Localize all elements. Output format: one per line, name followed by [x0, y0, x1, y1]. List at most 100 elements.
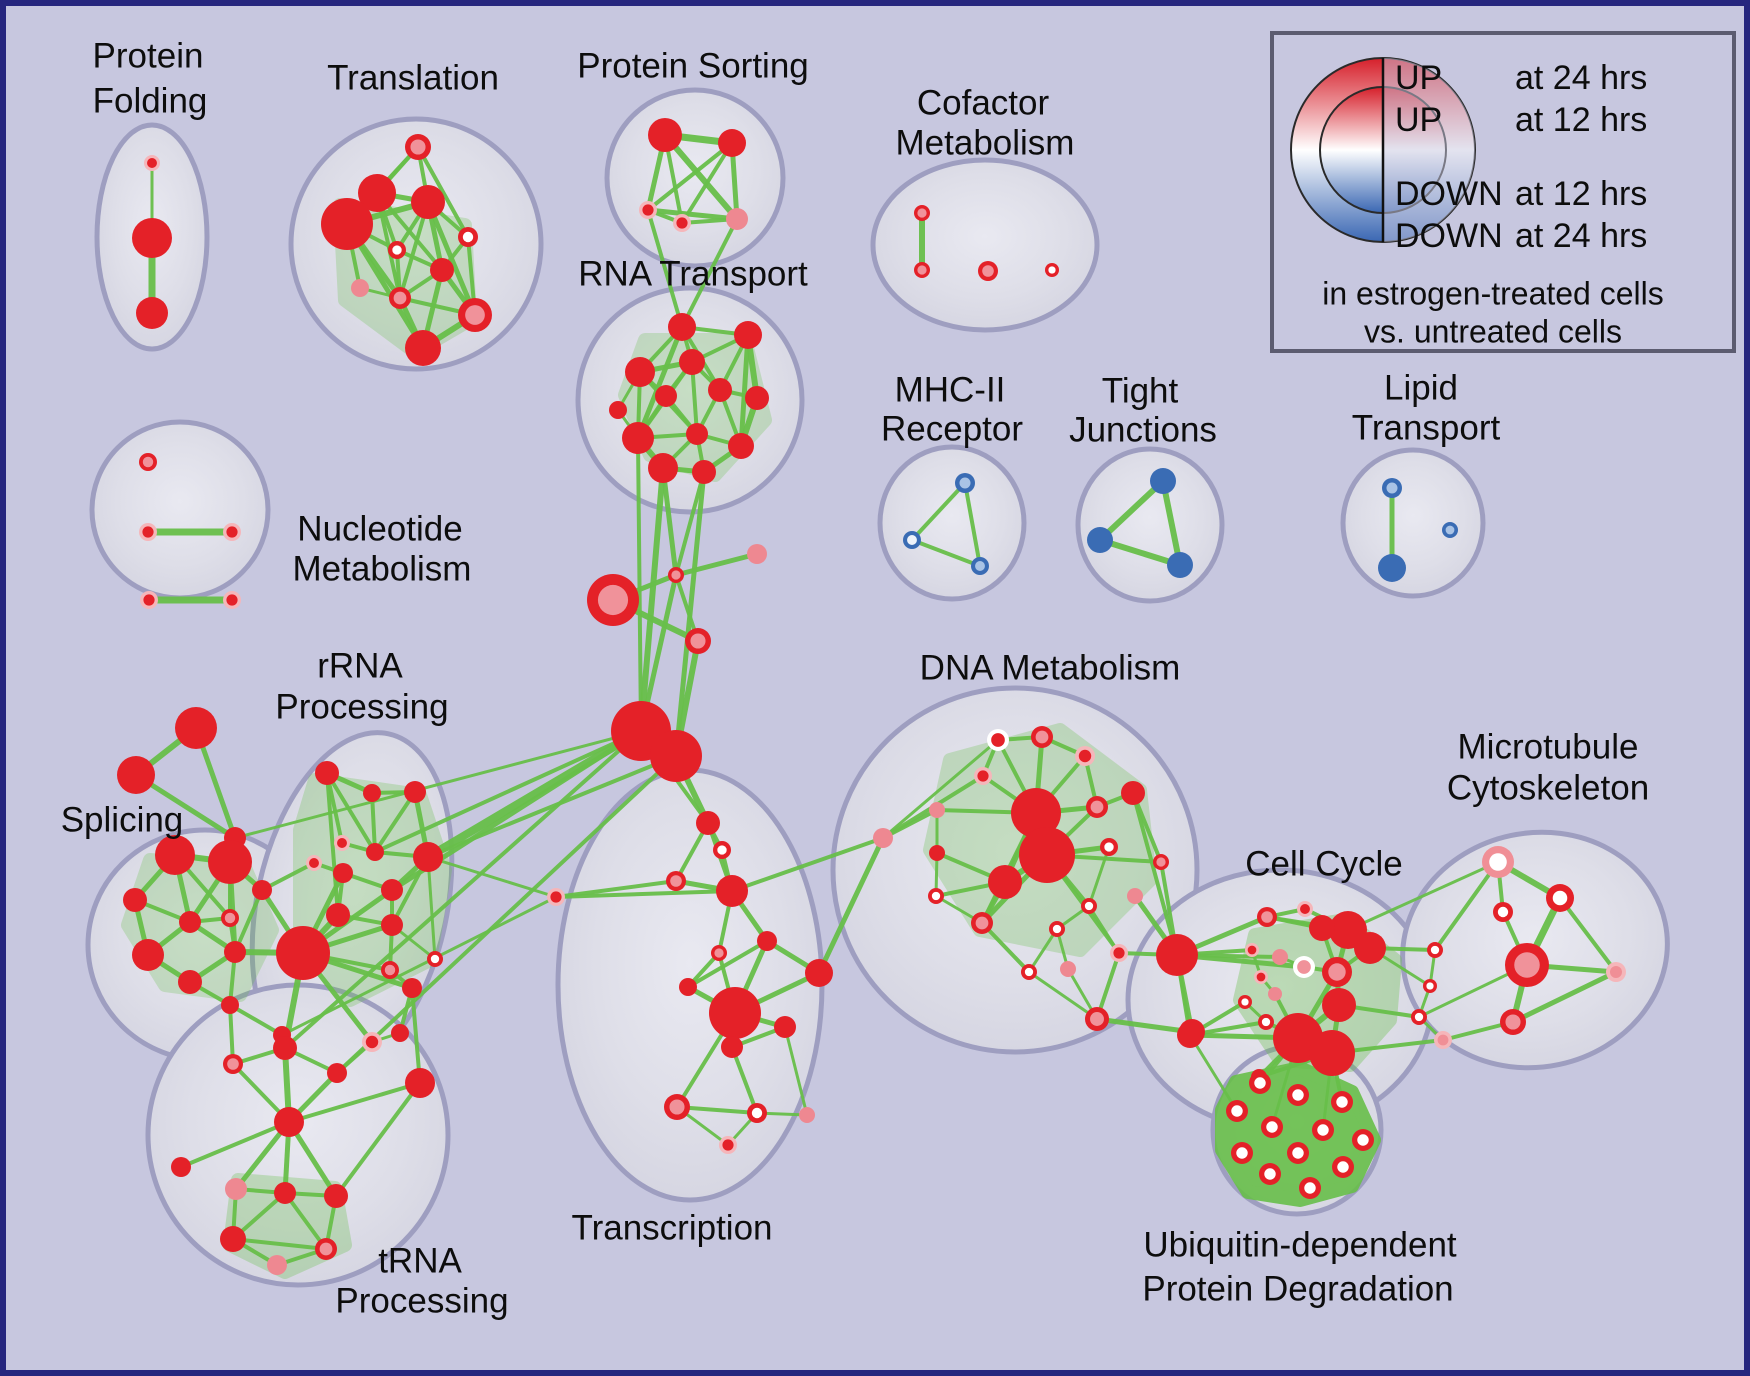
cluster-label-dna-metabolism: DNA Metabolism	[920, 648, 1181, 687]
network-node	[929, 845, 945, 861]
cluster-label-cofactor-metabolism: Metabolism	[896, 123, 1075, 162]
cluster-label-rna-transport: RNA Transport	[578, 254, 808, 293]
network-node-center	[1156, 857, 1166, 867]
cluster-label-mhc-ii-receptor: Receptor	[881, 409, 1023, 448]
legend-caption-line: vs. untreated cells	[1364, 313, 1622, 349]
legend-time-label: at 24 hrs	[1515, 59, 1647, 97]
network-node	[1272, 949, 1288, 965]
network-node-center	[1266, 1121, 1278, 1133]
network-edge	[1433, 860, 1500, 952]
cluster-label-rrna-processing: rRNA	[317, 646, 403, 685]
network-node	[726, 208, 748, 230]
network-node	[333, 863, 353, 883]
network-node-center	[1264, 1168, 1276, 1180]
network-edge	[1510, 969, 1619, 1025]
network-node	[224, 941, 246, 963]
network-edge	[426, 855, 437, 961]
network-node-center	[1505, 1014, 1521, 1030]
network-node	[391, 1024, 409, 1042]
network-node	[1177, 1022, 1203, 1048]
network-edge	[730, 836, 885, 893]
network-node-center	[1241, 998, 1249, 1006]
network-edge	[287, 1081, 422, 1124]
network-edge	[910, 538, 982, 568]
network-edge	[1558, 896, 1618, 974]
network-node	[1309, 915, 1335, 941]
network-node-center	[1247, 945, 1257, 955]
network-node	[805, 959, 833, 987]
network-edge	[1097, 537, 1183, 568]
network-node	[155, 835, 195, 875]
network-node-center	[1357, 1134, 1369, 1146]
network-node-center	[365, 1035, 379, 1049]
network-node-center	[1236, 1147, 1248, 1159]
network-node-center	[975, 916, 989, 930]
network-node-center	[1104, 842, 1114, 852]
network-node	[430, 258, 454, 282]
network-node-center	[907, 535, 917, 545]
network-node-center	[1386, 482, 1398, 494]
network-node	[708, 378, 732, 402]
network-node	[411, 185, 445, 219]
network-node	[326, 903, 350, 927]
network-edge	[674, 470, 706, 577]
cluster-label-lipid-transport: Lipid	[1384, 368, 1458, 407]
network-node-center	[1090, 1012, 1104, 1026]
legend-caption-line: in estrogen-treated cells	[1322, 275, 1664, 311]
network-node-center	[1261, 1017, 1271, 1027]
cluster-label-transcription: Transcription	[572, 1208, 773, 1247]
network-edge	[416, 145, 470, 239]
network-node-center	[959, 477, 971, 489]
network-node-center	[1445, 525, 1455, 535]
network-node	[221, 996, 239, 1014]
network-node-center	[142, 456, 154, 468]
network-edge	[881, 808, 939, 840]
network-edge	[133, 772, 238, 841]
network-node	[402, 978, 422, 998]
network-node	[721, 1036, 743, 1058]
network-node-center	[1430, 945, 1440, 955]
network-edge	[646, 208, 684, 329]
network-node-center	[309, 858, 319, 868]
legend-direction-label: DOWN	[1395, 175, 1503, 213]
network-node-center	[384, 964, 396, 976]
cluster-label-microtubule-cytoskeleton: Microtubule	[1458, 727, 1639, 766]
network-node-center	[1437, 1034, 1449, 1046]
network-node-center	[670, 875, 682, 887]
network-node	[718, 129, 746, 157]
network-node	[179, 911, 201, 933]
legend-time-label: at 12 hrs	[1515, 101, 1647, 139]
network-edge	[646, 141, 734, 212]
network-node	[873, 828, 893, 848]
network-node	[709, 987, 761, 1039]
network-node	[622, 422, 654, 454]
network-edge	[1131, 791, 1179, 957]
network-edge	[426, 855, 558, 899]
network-node	[1268, 987, 1282, 1001]
network-node	[351, 279, 369, 297]
network-edge	[660, 465, 679, 578]
network-node-center	[143, 594, 155, 606]
legend-direction-label: UP	[1395, 101, 1442, 139]
network-node	[679, 349, 705, 375]
network-node	[274, 1107, 304, 1137]
network-edge	[410, 986, 422, 1085]
network-node-center	[430, 954, 440, 964]
network-node	[686, 423, 708, 445]
network-node	[1309, 1030, 1355, 1076]
network-node	[381, 879, 403, 901]
network-edge	[370, 791, 377, 854]
network-node-center	[1610, 966, 1622, 978]
network-node	[716, 875, 748, 907]
network-node-center	[1052, 924, 1062, 934]
network-node	[366, 843, 384, 861]
network-node	[734, 321, 762, 349]
cluster-label-lipid-transport: Transport	[1352, 408, 1501, 447]
network-node-center	[410, 139, 426, 155]
legend-right-half-fade	[1383, 58, 1475, 242]
network-node-center	[717, 845, 727, 855]
network-node	[276, 926, 330, 980]
network-node-center	[1113, 947, 1125, 959]
network-edge	[554, 889, 734, 899]
network-node	[1127, 888, 1143, 904]
